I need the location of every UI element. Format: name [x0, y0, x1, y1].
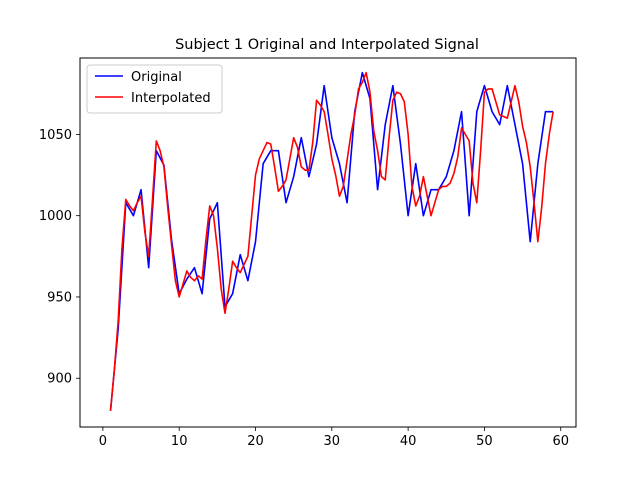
x-tick-label: 60 — [552, 434, 569, 449]
x-tick-label: 30 — [324, 434, 341, 449]
y-tick-label: 1050 — [39, 128, 72, 143]
x-axis: 0 10 20 30 40 50 60 — [99, 427, 569, 449]
y-tick-label: 1000 — [39, 209, 72, 224]
x-tick-label: 10 — [171, 434, 188, 449]
y-tick-label: 900 — [47, 372, 72, 387]
legend-label-interpolated: Interpolated — [131, 91, 211, 106]
x-tick-label: 40 — [400, 434, 417, 449]
series-line-interpolated — [109, 71, 554, 411]
y-tick-label: 950 — [47, 290, 72, 305]
legend-label-original: Original — [131, 70, 182, 85]
x-tick-label: 50 — [476, 434, 493, 449]
legend: Original Interpolated — [86, 64, 223, 114]
series-line-original — [109, 71, 554, 411]
y-axis: 900 950 1000 1050 — [39, 128, 80, 387]
series-layer — [109, 71, 554, 411]
x-tick-label: 20 — [247, 434, 264, 449]
legend-box — [86, 64, 223, 114]
axes-background — [80, 58, 576, 427]
x-tick-label: 0 — [99, 434, 107, 449]
plot-area — [79, 57, 577, 428]
axes-frame — [79, 57, 577, 428]
chart-title: Subject 1 Original and Interpolated Sign… — [175, 37, 479, 53]
